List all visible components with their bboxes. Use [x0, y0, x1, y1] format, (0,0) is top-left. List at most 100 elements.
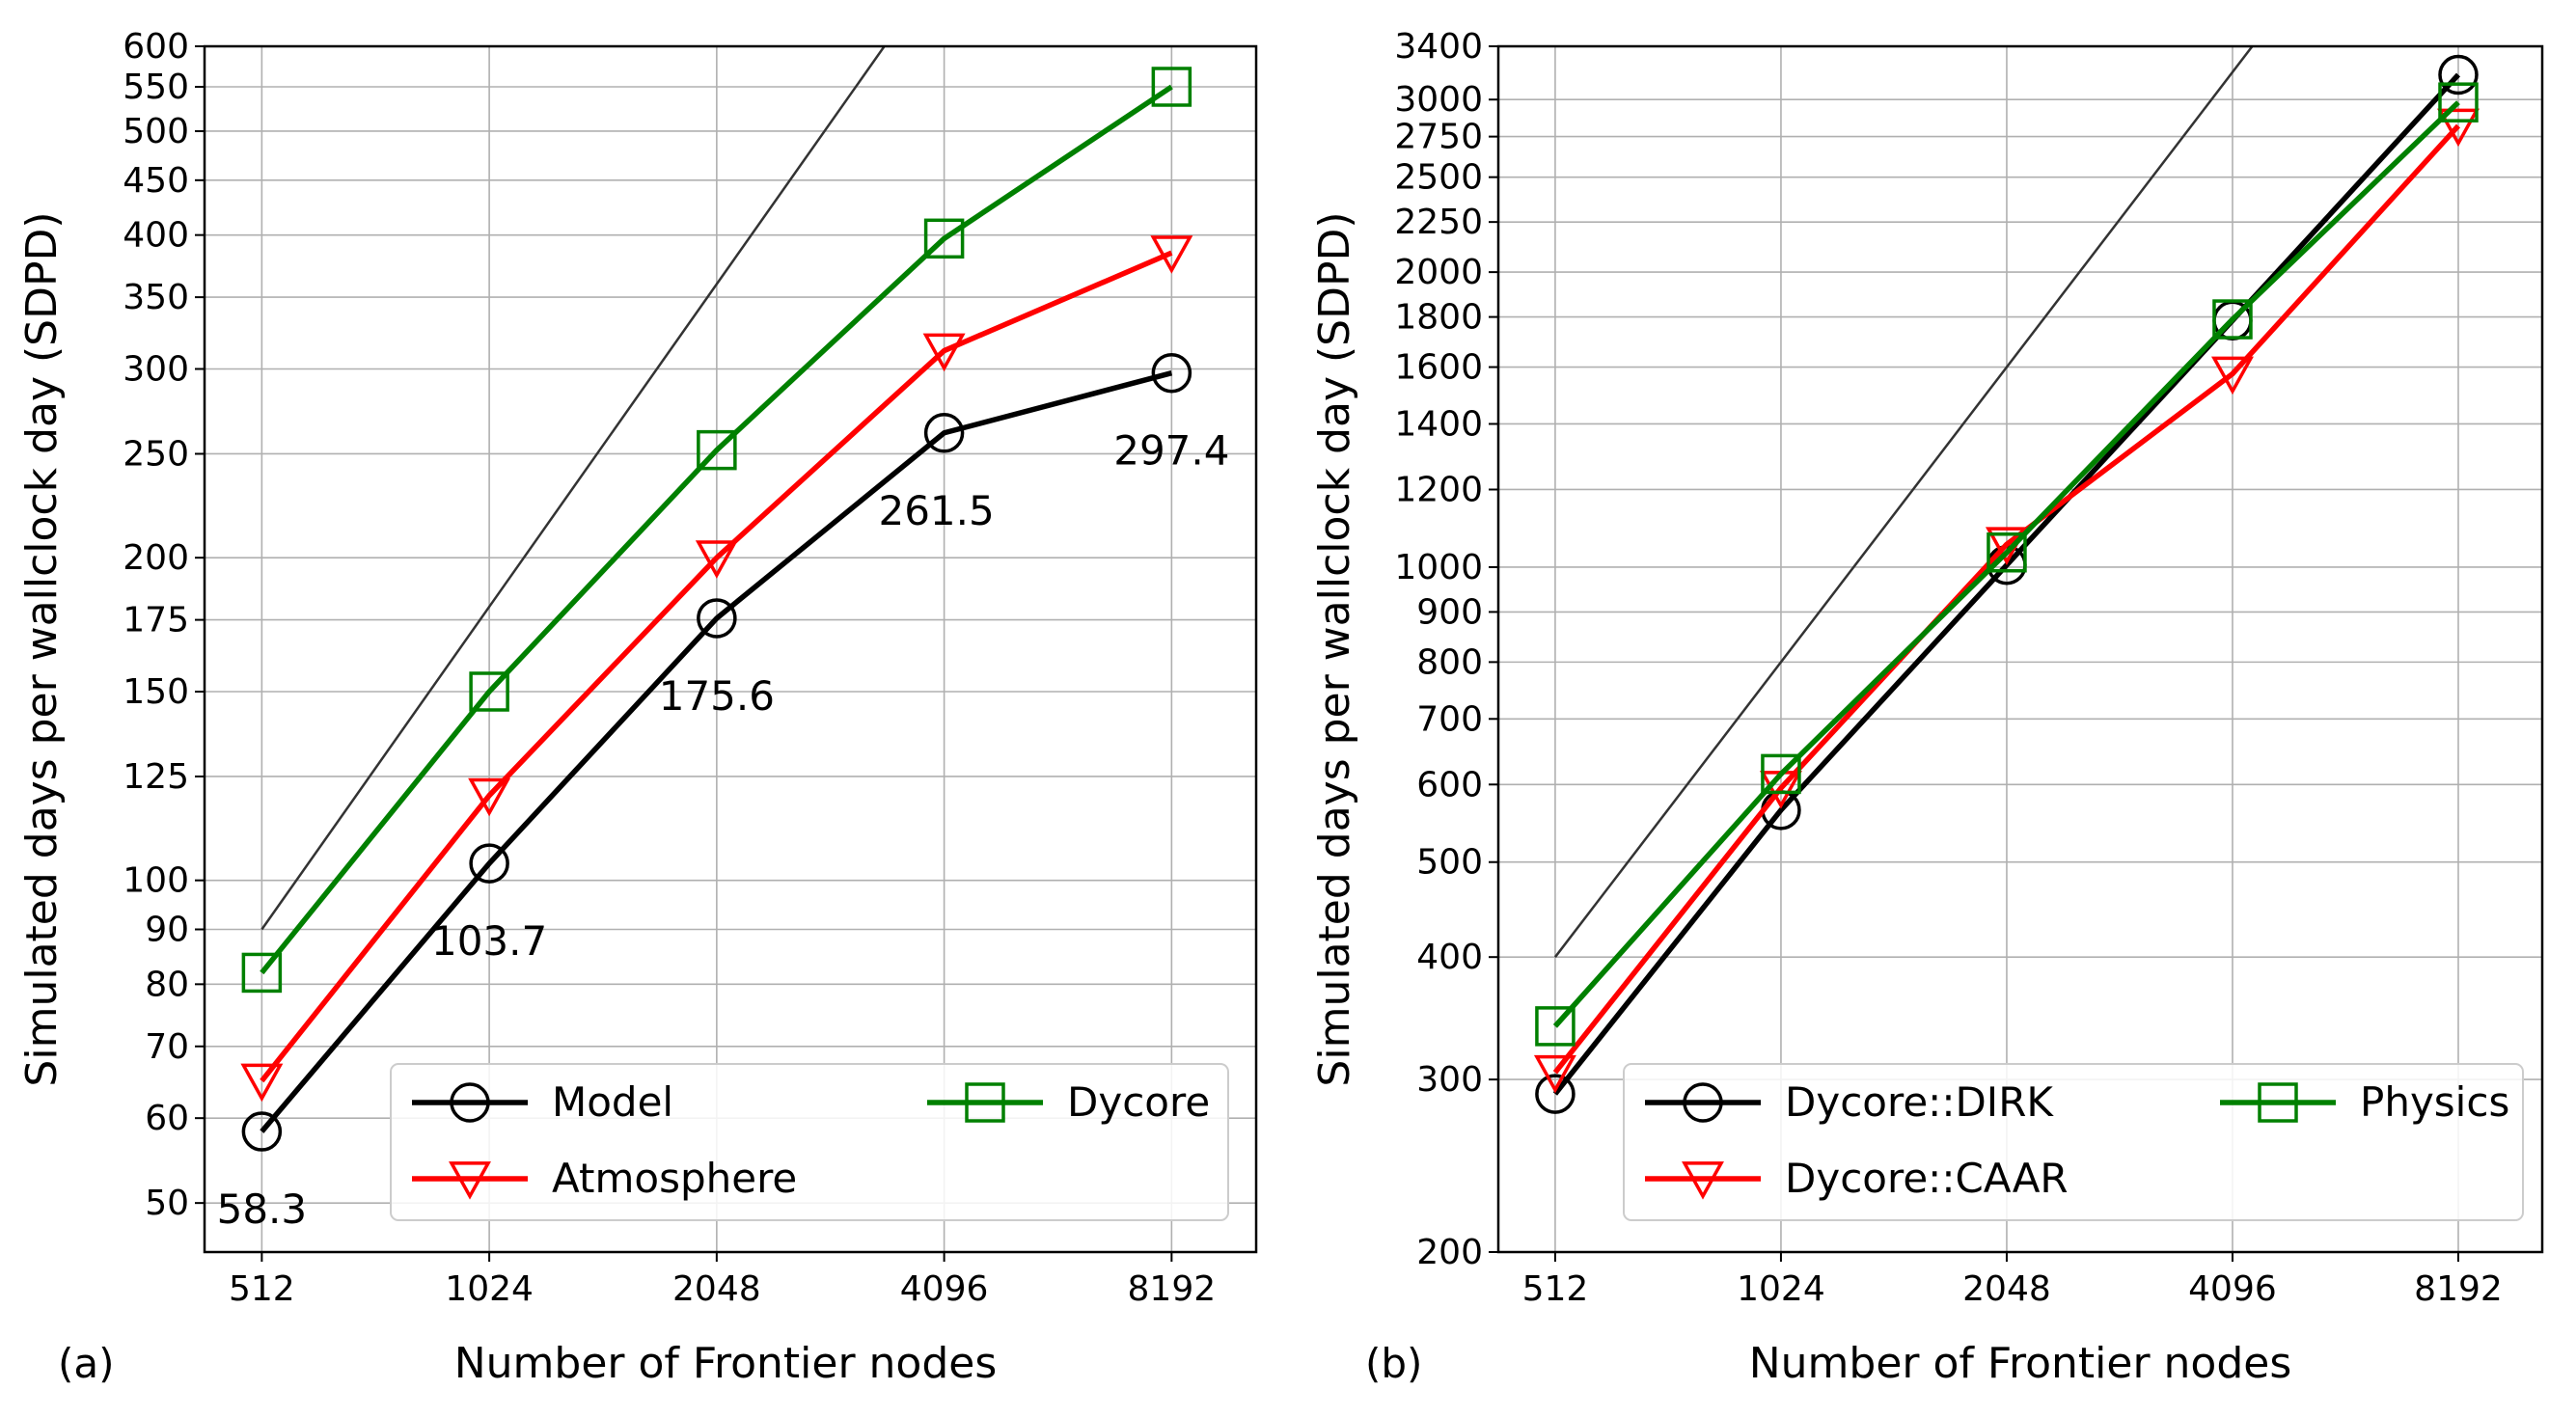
series-dycore	[241, 67, 1192, 994]
data-point	[241, 952, 283, 994]
data-label: 175.6	[659, 672, 775, 720]
y-tick-label: 100	[123, 861, 189, 901]
y-tick-label: 400	[123, 216, 189, 256]
y-tick-label: 600	[123, 27, 189, 67]
axes-frame	[1496, 44, 2544, 1254]
y-tick-label: 1400	[1394, 404, 1483, 444]
panel-b: 512 1024 2048 4096 8192 200 300 400 500 600 700 800…	[1310, 27, 2544, 1388]
y-tick-label: 1800	[1394, 298, 1483, 338]
x-tick-label: 1024	[1737, 1269, 1825, 1309]
y-tick-label: 450	[123, 161, 189, 201]
y-tick-label: 90	[145, 911, 189, 950]
legend-label: Physics	[2360, 1078, 2509, 1126]
data-point	[469, 843, 509, 884]
ideal-scaling-line	[260, 46, 887, 931]
y-tick-label: 700	[1416, 699, 1483, 739]
data-point	[2437, 108, 2480, 148]
ticks: 512 1024 2048 4096 8192 50 60 70 80 90 100 125 150 17…	[123, 27, 1216, 1309]
legend-entry: Dycore::CAAR	[1645, 1155, 2069, 1202]
y-tick-label: 400	[1416, 938, 1483, 977]
y-axis-label: Simulated days per wallclock day (SDPD)	[1310, 211, 1359, 1086]
legend-marker	[2258, 1082, 2298, 1123]
y-tick-label: 300	[1416, 1060, 1483, 1100]
y-tick-label: 2500	[1394, 158, 1483, 198]
data-point	[1761, 753, 1801, 795]
data-point	[2212, 299, 2253, 340]
data-point	[2438, 82, 2479, 123]
series-line	[260, 250, 1173, 1083]
series-line	[260, 370, 1173, 1133]
series-dycore-caar	[1533, 108, 2480, 1094]
data-point	[240, 1063, 284, 1103]
y-tick-label: 2750	[1394, 118, 1483, 157]
y-tick-label: 250	[123, 434, 189, 474]
x-tick-label: 8192	[1128, 1269, 1217, 1309]
legend-label: Dycore::CAAR	[1785, 1155, 2069, 1202]
data-point	[1151, 352, 1192, 394]
x-tick-label: 512	[1522, 1269, 1589, 1309]
data-point	[923, 413, 965, 453]
y-tick-label: 3400	[1394, 27, 1483, 67]
y-tick-label: 550	[123, 68, 189, 107]
y-tick-label: 800	[1416, 642, 1483, 682]
y-tick-label: 900	[1416, 592, 1483, 632]
y-tick-label: 500	[1416, 843, 1483, 883]
y-tick-label: 600	[1416, 765, 1483, 804]
legend-marker	[965, 1082, 1005, 1123]
legend-label: Atmosphere	[552, 1155, 797, 1202]
data-label: 297.4	[1113, 427, 1229, 475]
legend-label: Dycore::DIRK	[1785, 1078, 2054, 1126]
y-tick-label: 50	[145, 1184, 189, 1223]
data-point	[2211, 356, 2254, 395]
legend-marker	[1683, 1082, 1723, 1123]
data-point	[1535, 1074, 1576, 1114]
legend-entry: Dycore::DIRK	[1645, 1078, 2054, 1126]
plot-area	[240, 46, 1193, 1152]
legend-label: Dycore	[1067, 1078, 1210, 1126]
data-label: 261.5	[878, 487, 994, 534]
legend: Model Atmosphere Dycore	[390, 1063, 1229, 1221]
y-tick-label: 1600	[1394, 348, 1483, 388]
legend-entry: Physics	[2220, 1078, 2509, 1126]
y-tick-label: 1200	[1394, 470, 1483, 509]
x-tick-label: 512	[229, 1269, 295, 1309]
data-point	[468, 777, 511, 817]
data-point	[922, 333, 966, 372]
y-tick-label: 175	[123, 601, 189, 640]
data-point	[2438, 54, 2479, 95]
y-tick-label: 2250	[1394, 203, 1483, 242]
y-tick-label: 200	[123, 538, 189, 578]
panel-a: 512 1024 2048 4096 8192 50 60 70 80 90 100 125 150 17…	[17, 27, 1258, 1388]
x-tick-label: 2048	[672, 1269, 761, 1309]
x-axis-label: Number of Frontier nodes	[1749, 1339, 2292, 1388]
y-tick-label: 500	[123, 112, 189, 151]
x-tick-label: 4096	[900, 1269, 989, 1309]
ideal-scaling-line	[1553, 46, 2255, 958]
y-tick-label: 60	[145, 1099, 189, 1138]
y-tick-label: 200	[1416, 1233, 1483, 1272]
y-tick-label: 125	[123, 757, 189, 797]
y-tick-label: 1000	[1394, 548, 1483, 587]
data-point	[241, 1111, 283, 1152]
ticks: 512 1024 2048 4096 8192 200 300 400 500 600 700 800…	[1394, 27, 2502, 1309]
legend-entry: Dycore	[927, 1078, 1210, 1126]
data-point	[1150, 235, 1193, 274]
legend-label: Model	[552, 1078, 673, 1126]
legend-entry: Atmosphere	[412, 1155, 797, 1202]
y-tick-label: 300	[123, 349, 189, 389]
data-label: 58.3	[217, 1185, 308, 1233]
x-tick-label: 1024	[445, 1269, 534, 1309]
x-tick-label: 2048	[1962, 1269, 2051, 1309]
y-axis-label: Simulated days per wallclock day (SDPD)	[17, 211, 67, 1086]
data-point	[697, 429, 737, 471]
x-tick-label: 8192	[2414, 1269, 2503, 1309]
legend-marker	[450, 1082, 490, 1123]
plot-area	[1533, 46, 2480, 1114]
data-point	[923, 218, 965, 259]
legend-marker	[1682, 1161, 1724, 1200]
data-point	[697, 598, 737, 639]
y-tick-label: 80	[145, 965, 189, 1004]
data-point	[1987, 531, 2027, 573]
